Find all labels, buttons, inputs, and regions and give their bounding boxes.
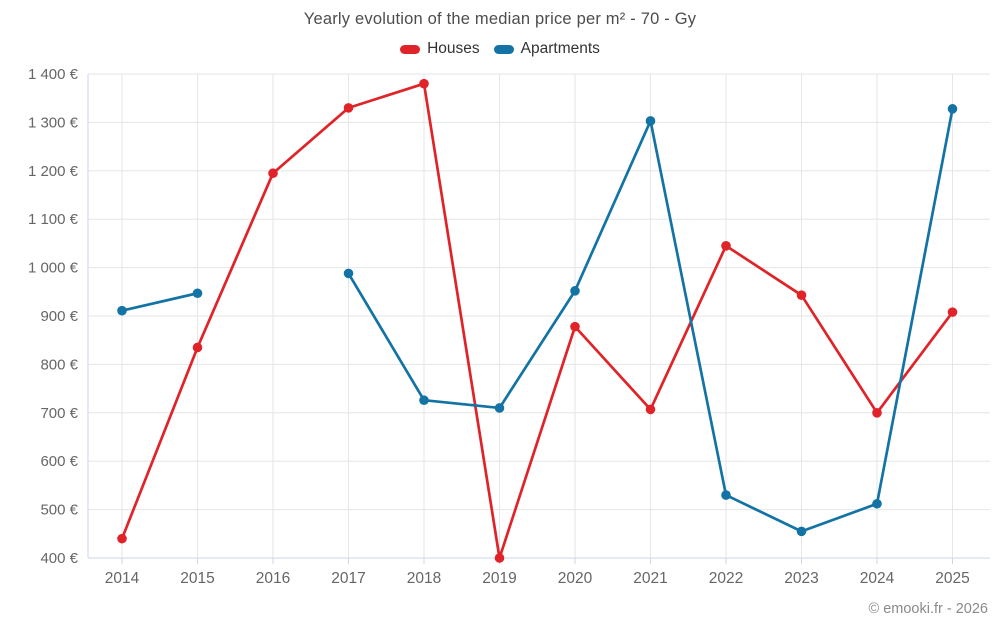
data-point-apartments-2015[interactable] (192, 288, 203, 299)
data-point-apartments-2017[interactable] (343, 268, 354, 279)
chart-title: Yearly evolution of the median price per… (303, 10, 697, 28)
data-point-apartments-2014[interactable] (117, 305, 127, 316)
series-line-houses (120, 82, 954, 560)
legend-label-apartments: Apartments (520, 40, 600, 57)
data-point-houses-2018[interactable] (419, 78, 429, 89)
y-axis-tick-label: 800 € (40, 356, 78, 373)
data-point-houses-2023[interactable] (796, 290, 807, 300)
legend-item-houses[interactable]: Houses (400, 40, 480, 58)
x-axis-tick-label: 2020 (558, 570, 593, 587)
data-point-houses-2017[interactable] (343, 103, 354, 113)
x-axis-tick-label: 2024 (860, 570, 895, 587)
y-axis-tick-label: 500 € (40, 502, 78, 519)
y-axis-tick-label: 1 400 € (28, 66, 79, 83)
apartments-legend-swatch-icon (493, 44, 514, 54)
x-axis-tick-label: 2014 (105, 570, 140, 587)
legend-item-apartments[interactable]: Apartments (493, 40, 600, 58)
data-point-apartments-2019[interactable] (494, 403, 505, 413)
x-axis-tick-label: 2025 (935, 570, 969, 587)
y-axis-tick-label: 400 € (40, 550, 78, 567)
y-axis-tick-label: 1 000 € (28, 260, 79, 277)
data-point-houses-2019[interactable] (494, 553, 505, 563)
y-axis-tick-label: 1 100 € (28, 211, 79, 228)
legend-label-houses: Houses (427, 40, 480, 57)
data-point-houses-2015[interactable] (192, 342, 203, 353)
x-axis-tick-label: 2017 (331, 570, 365, 587)
data-point-houses-2016[interactable] (268, 168, 278, 179)
x-axis-tick-label: 2019 (482, 570, 516, 587)
y-axis-tick-label: 600 € (40, 453, 78, 470)
y-axis-tick-label: 700 € (40, 405, 78, 422)
y-axis-tick-label: 1 300 € (28, 114, 79, 131)
x-axis-tick-label: 2021 (633, 570, 667, 587)
x-axis-tick-label: 2018 (407, 570, 441, 587)
data-point-apartments-2025[interactable] (947, 104, 958, 114)
data-point-houses-2025[interactable] (947, 307, 958, 317)
data-point-houses-2014[interactable] (117, 533, 127, 544)
data-point-apartments-2024[interactable] (872, 498, 882, 509)
y-axis-tick-label: 1 200 € (28, 163, 79, 180)
data-point-apartments-2021[interactable] (645, 116, 656, 126)
credits-link[interactable]: © emooki.fr - 2026 (868, 601, 988, 617)
data-point-houses-2021[interactable] (645, 404, 656, 415)
series-line-apartments (120, 291, 199, 313)
houses-legend-swatch-icon (400, 44, 421, 54)
data-point-houses-2024[interactable] (872, 408, 882, 418)
data-point-apartments-2018[interactable] (419, 395, 429, 406)
x-axis-tick-label: 2022 (709, 570, 743, 587)
data-point-apartments-2020[interactable] (570, 286, 580, 296)
data-point-apartments-2022[interactable] (721, 490, 731, 500)
data-point-apartments-2023[interactable] (796, 526, 807, 537)
x-axis-tick-label: 2016 (256, 570, 290, 587)
data-point-houses-2020[interactable] (570, 321, 580, 332)
x-axis-tick-label: 2023 (784, 570, 818, 587)
data-point-houses-2022[interactable] (721, 241, 731, 251)
x-axis-tick-label: 2015 (180, 570, 214, 587)
chart-legend: Houses Apartments (0, 40, 1000, 58)
y-axis-tick-label: 900 € (40, 308, 78, 325)
